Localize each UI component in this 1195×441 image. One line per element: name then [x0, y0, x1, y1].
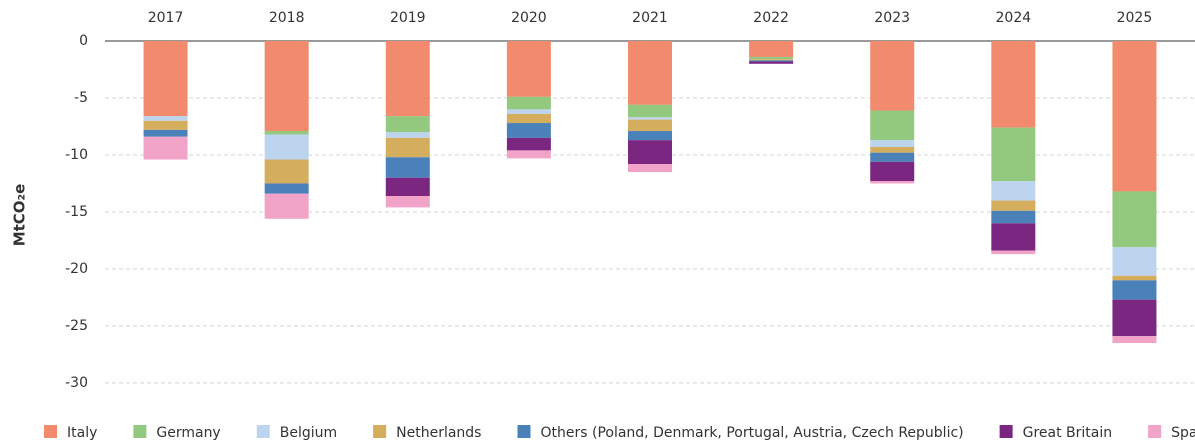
- legend-swatch: [133, 425, 147, 438]
- bar-segment: [870, 41, 915, 111]
- bar-segment: [628, 131, 672, 141]
- x-tick-label: 2024: [996, 10, 1032, 26]
- bar-segment: [749, 59, 794, 61]
- y-tick-label: -15: [65, 204, 88, 220]
- bar-segment: [628, 104, 672, 118]
- legend-swatch: [999, 425, 1013, 438]
- bar-segment: [385, 195, 430, 208]
- bar-segment: [991, 210, 1036, 224]
- bar-segment: [1112, 275, 1157, 281]
- x-tick-label: 2017: [148, 10, 184, 26]
- bar-segment: [385, 116, 430, 133]
- bar-segment: [749, 56, 794, 60]
- bar-segment: [506, 150, 551, 159]
- bar-segment: [385, 137, 430, 158]
- bar-segment: [870, 110, 915, 141]
- legend-swatch: [517, 425, 531, 438]
- bar-segment: [385, 41, 430, 117]
- y-tick-label: -5: [74, 90, 88, 106]
- bar-segment: [264, 183, 309, 194]
- bar-segment: [1112, 280, 1157, 300]
- x-tick-label: 2020: [511, 10, 547, 26]
- bar-segment: [628, 41, 672, 105]
- bar-segment: [264, 41, 309, 132]
- x-tick-label: 2021: [632, 10, 668, 26]
- bar-segment: [870, 140, 915, 147]
- bar-segment: [506, 123, 551, 138]
- y-tick-label: -25: [65, 318, 88, 334]
- x-tick-label: 2023: [874, 10, 910, 26]
- y-tick-label: 0: [79, 33, 88, 49]
- bar-segment: [385, 132, 430, 138]
- legend-label: Italy: [67, 425, 97, 441]
- bar-segment: [143, 120, 188, 130]
- x-tick-label: 2022: [753, 10, 789, 26]
- y-tick-label: -20: [65, 261, 88, 277]
- y-axis-label: MtCO₂e: [11, 184, 29, 247]
- legend-swatch: [44, 425, 57, 438]
- bar-segment: [506, 96, 551, 110]
- bar-segment: [143, 136, 188, 160]
- x-tick-label: 2019: [390, 10, 426, 26]
- bar-segment: [991, 41, 1036, 128]
- bar-segment: [991, 223, 1036, 251]
- bar-segment: [870, 161, 915, 182]
- bar-segment: [143, 129, 188, 137]
- bar-segment: [991, 250, 1036, 255]
- legend-swatch: [373, 425, 387, 438]
- bar-segment: [628, 117, 672, 120]
- bar-segment: [1112, 336, 1157, 344]
- legend-label: Belgium: [280, 425, 337, 441]
- legend-label: Netherlands: [396, 425, 481, 441]
- bar-segment: [870, 152, 915, 162]
- bar-segment: [506, 113, 551, 124]
- bar-segment: [264, 131, 309, 135]
- bar-segment: [143, 116, 188, 121]
- y-tick-label: -10: [65, 147, 88, 163]
- bar-segment: [628, 140, 672, 165]
- bar-segment: [506, 137, 551, 151]
- x-tick-label: 2025: [1117, 10, 1153, 26]
- bar-segment: [870, 181, 915, 184]
- legend-swatch: [1148, 425, 1162, 438]
- bar-segment: [1112, 41, 1157, 192]
- bar-segment: [628, 119, 672, 132]
- bar-segment: [870, 146, 915, 153]
- bar-segment: [264, 193, 309, 219]
- legend-label: Spain: [1171, 425, 1195, 441]
- bar-segment: [264, 159, 309, 184]
- legend-label: Great Britain: [1023, 425, 1113, 441]
- bar-segment: [264, 134, 309, 160]
- bar-segment: [991, 200, 1036, 211]
- bar-segment: [385, 157, 430, 178]
- bar-segment: [385, 177, 430, 196]
- bar-segment: [1112, 191, 1157, 248]
- y-tick-label: -30: [65, 375, 88, 391]
- bar-segment: [143, 41, 188, 117]
- legend-label: Germany: [156, 425, 220, 441]
- bar-segment: [749, 60, 794, 62]
- legend-swatch: [256, 425, 270, 438]
- bar-segment: [1112, 299, 1157, 337]
- bar-segment: [991, 127, 1036, 182]
- bar-segment: [749, 61, 794, 64]
- bar-segment: [749, 41, 794, 57]
- bar-segment: [1112, 247, 1157, 276]
- legend-label: Others (Poland, Denmark, Portugal, Austr…: [540, 425, 963, 441]
- bar-segment: [628, 164, 672, 173]
- x-tick-label: 2018: [269, 10, 305, 26]
- bar-segment: [506, 109, 551, 114]
- bar-segment: [991, 181, 1036, 201]
- bar-segment: [506, 41, 551, 97]
